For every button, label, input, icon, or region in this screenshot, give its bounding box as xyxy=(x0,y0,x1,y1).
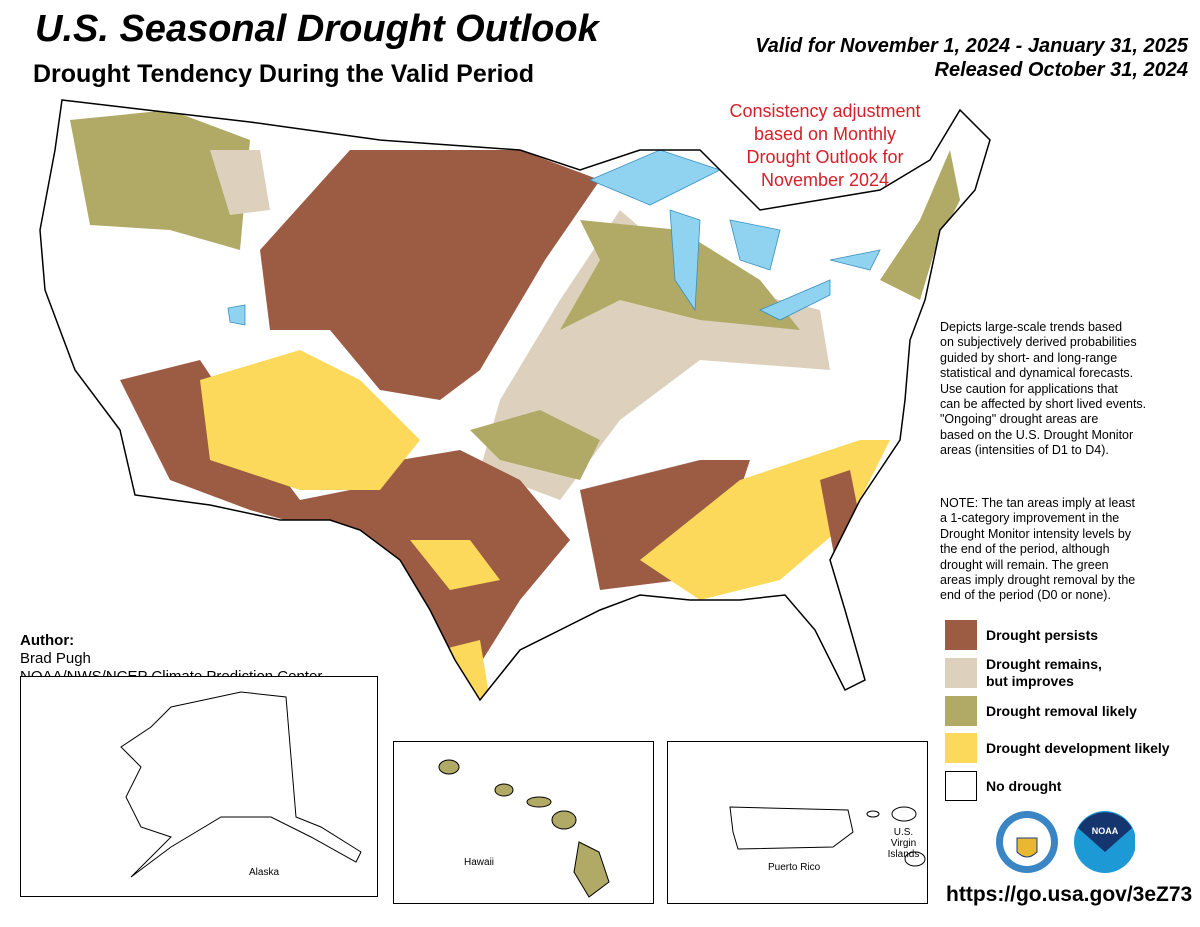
alaska-label: Alaska xyxy=(249,867,280,878)
legend-removal: Drought removal likely xyxy=(945,696,1137,726)
desc-line: "Ongoing" drought areas are xyxy=(940,412,1099,427)
drought-areas xyxy=(70,110,960,700)
annotation-line: based on Monthly xyxy=(753,124,897,144)
desc-line: Depicts large-scale trends based xyxy=(940,320,1123,334)
legend-swatch xyxy=(945,658,977,688)
legend-swatch xyxy=(945,620,977,650)
note-line: end of the period (D0 or none). xyxy=(940,588,1111,603)
release-date: Released October 31, 2024 xyxy=(934,59,1188,81)
area-improves-idaho xyxy=(210,150,270,215)
puerto-rico-outline xyxy=(729,806,926,867)
desc-line: on subjectively derived probabilities xyxy=(940,335,1137,350)
valid-dates: Valid for November 1, 2024 - January 31,… xyxy=(755,35,1188,57)
legend-swatch xyxy=(945,771,977,801)
area-development-southwest xyxy=(200,350,420,490)
commerce-seal-icon xyxy=(996,811,1058,873)
desc-line: areas (intensities of D1 to D4). xyxy=(940,443,1109,458)
area-development-texas xyxy=(410,540,500,590)
legend-improves: Drought remains, but improves xyxy=(945,656,1102,690)
area-persists-southeast xyxy=(580,460,750,590)
lake-huron xyxy=(729,219,781,271)
great-salt-lake xyxy=(227,304,246,326)
hawaii-inset: Hawaii xyxy=(393,741,654,904)
legend-label: Drought development likely xyxy=(986,739,1170,756)
noaa-logo-icon: NOAA xyxy=(1074,811,1135,873)
area-persists-carolinas xyxy=(820,470,860,560)
desc-line: based on the U.S. Drought Monitor xyxy=(940,427,1134,442)
legend-label: Drought removal likely xyxy=(986,702,1137,719)
svg-text:NOAA: NOAA xyxy=(1092,826,1119,836)
note-line: Drought Monitor intensity levels by xyxy=(940,526,1132,541)
hawaii-label: Hawaii xyxy=(464,857,495,868)
consistency-annotation: Consistency adjustment based on Monthly … xyxy=(700,100,950,192)
legend-label: No drought xyxy=(986,777,1062,794)
legend-label: Drought remains, but improves xyxy=(986,656,1102,689)
legend-swatch xyxy=(945,696,977,726)
great-lakes xyxy=(227,149,881,326)
note-line: drought will remain. The green xyxy=(940,557,1109,572)
agency-logos: NOAA xyxy=(996,811,1135,873)
lake-erie xyxy=(759,279,831,321)
area-removal-northwest xyxy=(70,110,250,250)
lake-michigan xyxy=(669,209,701,312)
puerto-rico-inset: Puerto Rico U.S. Virgin Islands xyxy=(667,741,928,904)
area-removal-northeast xyxy=(880,150,960,300)
note-line: areas imply drought removal by the xyxy=(940,573,1136,588)
area-persists-plains xyxy=(260,150,600,400)
author-label: Author: xyxy=(20,632,75,649)
note-line: NOTE: The tan areas imply at least xyxy=(940,496,1135,510)
annotation-line: November 2024 xyxy=(760,170,890,190)
description-text: Depicts large-scale trends based on subj… xyxy=(940,320,1200,459)
annotation-line: Consistency adjustment xyxy=(729,101,921,121)
note-text: NOTE: The tan areas imply at least a 1-c… xyxy=(940,496,1200,604)
desc-line: statistical and dynamical forecasts. xyxy=(940,366,1134,381)
map-subtitle: Drought Tendency During the Valid Period xyxy=(33,60,534,88)
desc-line: can be affected by short lived events. xyxy=(940,397,1147,412)
annotation-line: Drought Outlook for xyxy=(746,147,904,167)
area-removal-lowermissouri xyxy=(470,410,600,480)
author-name: Brad Pugh xyxy=(20,650,91,667)
hawaii-outline xyxy=(438,759,610,898)
map-title: U.S. Seasonal Drought Outlook xyxy=(35,8,599,50)
alaska-inset: Alaska xyxy=(20,676,378,897)
legend-persists: Drought persists xyxy=(945,620,1098,650)
alaska-outline xyxy=(120,691,362,878)
desc-line: Use caution for applications that xyxy=(940,381,1118,396)
note-line: the end of the period, although xyxy=(940,542,1110,557)
valid-period: Valid for November 1, 2024 - January 31,… xyxy=(755,34,1188,82)
lake-ontario xyxy=(829,249,881,271)
legend-development: Drought development likely xyxy=(945,733,1170,763)
outlook-link[interactable]: https://go.usa.gov/3eZ73 xyxy=(946,883,1193,906)
note-line: a 1-category improvement in the xyxy=(940,511,1120,526)
legend-label: Drought persists xyxy=(986,626,1099,643)
puerto-rico-label: Puerto Rico xyxy=(768,862,821,873)
desc-line: guided by short- and long-range xyxy=(940,350,1118,365)
virgin-islands-label: U.S. Virgin Islands xyxy=(887,827,920,860)
legend-no-drought: No drought xyxy=(945,771,1061,801)
legend-swatch xyxy=(945,733,977,763)
